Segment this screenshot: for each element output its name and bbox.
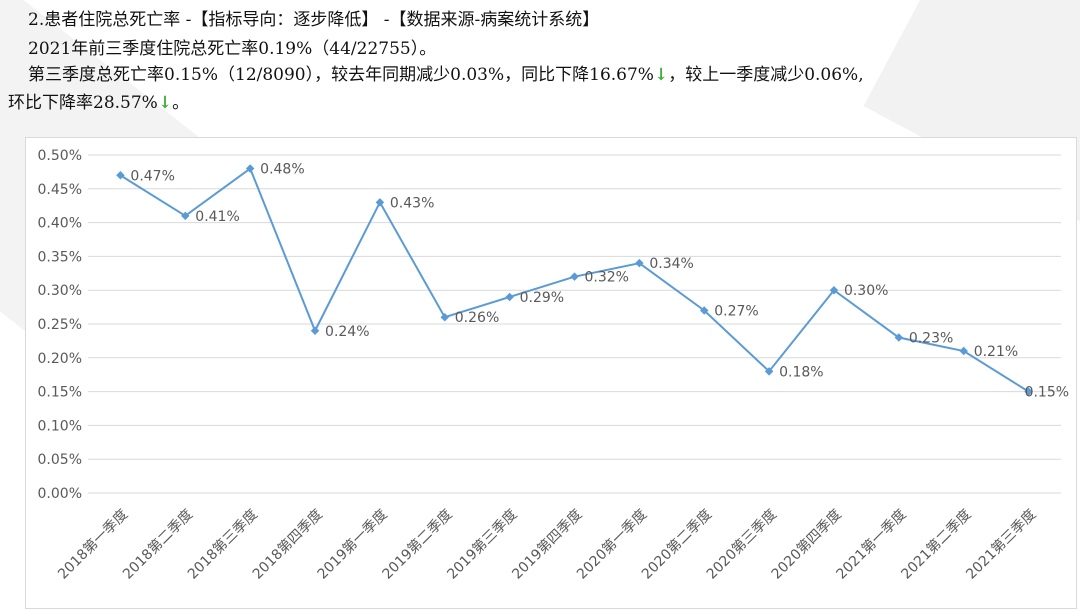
summary-line: 2021年前三季度住院总死亡率0.19%（44/22755）。 (28, 39, 437, 59)
data-point (440, 312, 450, 322)
data-label: 0.43% (390, 195, 434, 211)
data-label: 0.41% (195, 209, 239, 225)
down-arrow-icon: ↓ (157, 93, 173, 113)
ring-ratio-text-2: 。 (172, 93, 190, 113)
y-tick-label: 0.35% (38, 249, 82, 265)
data-point (635, 258, 644, 268)
data-point (181, 211, 190, 221)
y-tick-label: 0.10% (38, 418, 82, 434)
x-tick-label: 2021第三季度 (963, 506, 1040, 583)
data-point (310, 326, 320, 336)
grid-layer (88, 154, 1061, 494)
data-label: 0.34% (649, 256, 693, 272)
quarter-detail-line: 第三季度总死亡率0.15%（12/8090），较去年同期减少0.03%，同比下降… (28, 60, 864, 85)
data-label: 0.29% (520, 290, 564, 306)
chart-frame: 0.00% 0.05% 0.10% 0.15% 0.20% 0.25% 0.30% 0.35%… (25, 137, 1077, 609)
heading-line: 2.患者住院总死亡率 -【指标导向：逐步降低】 -【数据来源-病案统计系统】 (28, 10, 600, 30)
data-point (764, 367, 774, 376)
data-label: 0.27% (714, 303, 758, 319)
data-label: 0.21% (974, 344, 1018, 360)
data-point (1024, 387, 1033, 396)
data-point (375, 198, 385, 207)
y-tick-layer: 0.00% 0.05% 0.10% 0.15% 0.20% 0.25% 0.30% 0.35%… (38, 148, 82, 502)
data-label: 0.15% (1025, 385, 1069, 401)
y-tick-label: 0.15% (38, 385, 82, 401)
ring-ratio-text-1: 环比下降率28.57% (8, 93, 158, 113)
data-label: 0.23% (909, 331, 953, 347)
data-label: 0.24% (325, 324, 369, 340)
y-tick-label: 0.05% (38, 452, 82, 468)
data-label-layer: 0.47% 0.41% 0.48% 0.24% 0.43% 0.26% 0.29% 0.32%… (130, 162, 1069, 401)
y-tick-label: 0.45% (38, 182, 82, 198)
x-tick-layer: 2018第一季度2018第二季度2018第三季度2018第四季度2019第一季度… (54, 506, 1039, 583)
y-tick-label: 0.40% (38, 216, 82, 232)
data-point (505, 292, 514, 302)
quarter-detail-text-2: ，较上一季度减少0.06%, (668, 65, 864, 85)
ring-ratio-line: 环比下降率28.57%↓。 (8, 88, 189, 113)
data-label: 0.26% (455, 310, 499, 326)
quarter-detail-text-1: 第三季度总死亡率0.15%（12/8090），较去年同期减少0.03%，同比下降… (28, 65, 654, 85)
y-tick-label: 0.20% (38, 351, 82, 367)
data-label: 0.48% (260, 162, 304, 178)
y-tick-label: 0.25% (38, 317, 82, 333)
data-label: 0.47% (130, 168, 174, 184)
data-label: 0.18% (779, 364, 823, 380)
y-tick-label: 0.50% (38, 148, 82, 164)
data-point (570, 272, 579, 281)
y-tick-label: 0.30% (38, 283, 82, 299)
y-tick-label: 0.00% (38, 486, 82, 502)
data-label: 0.32% (585, 270, 629, 286)
data-label: 0.30% (844, 283, 888, 299)
down-arrow-icon: ↓ (653, 65, 669, 85)
line-chart: 0.00% 0.05% 0.10% 0.15% 0.20% 0.25% 0.30% 0.35%… (38, 148, 1070, 583)
point-layer (116, 164, 1033, 396)
